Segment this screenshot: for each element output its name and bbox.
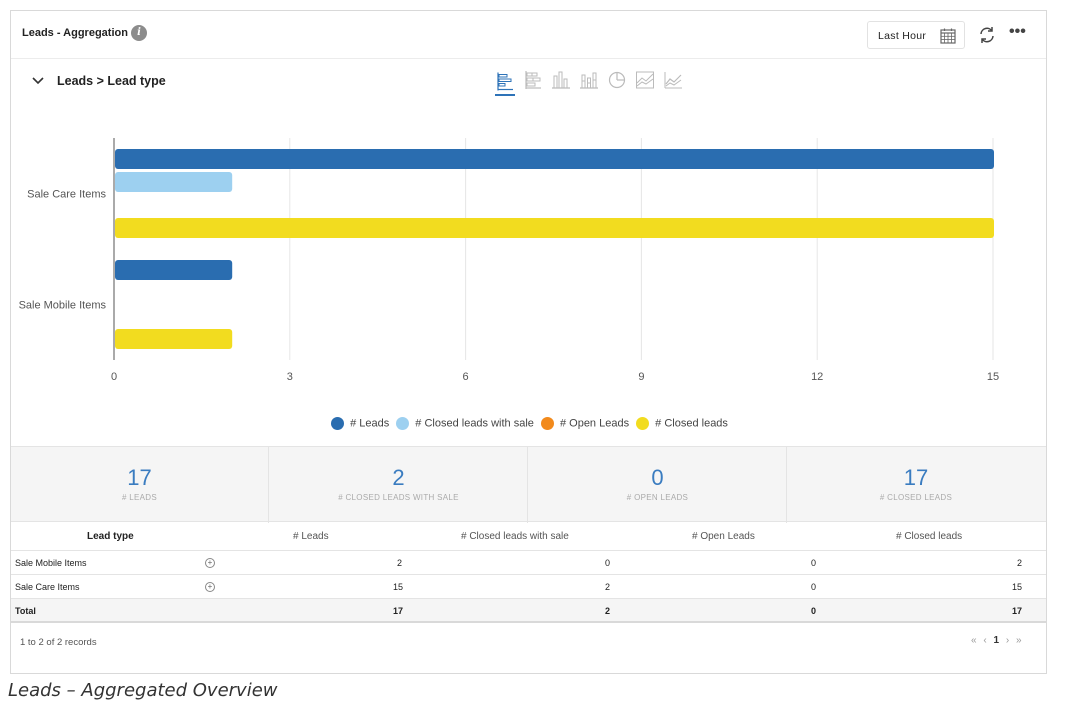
time-range-button[interactable]: Last Hour (867, 21, 965, 49)
x-tick-label: 12 (811, 371, 823, 383)
summary-strip: 17 # LEADS 2 # CLOSED LEADS WITH SALE 0 … (11, 446, 1046, 523)
summary-value: 17 (127, 465, 152, 490)
bar[interactable] (115, 218, 994, 238)
more-options-icon[interactable]: ••• (1009, 23, 1026, 40)
summary-card-leads: 17 # LEADS (11, 447, 269, 523)
category-label: Sale Care Items (27, 189, 106, 201)
summary-label: # CLOSED LEADS (879, 493, 953, 502)
record-count: 1 to 2 of 2 records (20, 637, 97, 648)
summary-label: # OPEN LEADS (626, 493, 689, 502)
table-row[interactable]: Sale Mobile Items + 2 0 0 2 (11, 551, 1046, 575)
legend-item-closed-leads-with-sale[interactable]: # Closed leads with sale (396, 417, 534, 430)
column-header-leads[interactable]: # Leads (293, 531, 329, 542)
stacked-vertical-bar-icon[interactable] (579, 69, 599, 91)
cell-lead-type: Sale Mobile Items (15, 558, 87, 568)
legend-dot (396, 417, 410, 430)
summary-label: # CLOSED LEADS WITH SALE (338, 493, 459, 502)
current-page[interactable]: 1 (993, 635, 1000, 646)
legend-dot (331, 417, 345, 430)
time-range-label: Last Hour (878, 30, 927, 42)
cell-open-leads: 0 (811, 582, 817, 592)
table-total-row: Total 17 2 0 17 (11, 599, 1046, 623)
cell-closed-leads: 2 (1017, 558, 1023, 568)
total-closed-leads: 17 (1012, 606, 1023, 616)
legend-item-open-leads[interactable]: # Open Leads (540, 417, 630, 430)
info-icon[interactable]: i (131, 25, 147, 41)
summary-card-closed-leads: 17 # CLOSED LEADS (787, 447, 1045, 523)
bar[interactable] (115, 329, 233, 349)
summary-card-open-leads: 0 # OPEN LEADS (529, 447, 787, 523)
x-tick-label: 0 (111, 371, 117, 383)
widget-title: Leads - Aggregation (22, 27, 128, 39)
summary-value: 0 (651, 465, 664, 490)
cell-closed-leads-with-sale: 0 (605, 558, 611, 568)
cell-closed-leads-with-sale: 2 (605, 582, 611, 592)
line-icon[interactable] (663, 69, 683, 91)
horizontal-bar-chart: 0 3 6 9 12 15 Sale Care Items Sale Mobile Items (19, 138, 999, 383)
prev-page-button[interactable]: ‹ (983, 635, 987, 646)
cell-leads: 15 (393, 582, 404, 592)
table-row[interactable]: Sale Care Items + 15 2 0 15 (11, 575, 1046, 599)
legend-dot (540, 417, 554, 430)
leads-aggregation-widget: Leads - Aggregation i Last Hour ••• (10, 10, 1047, 674)
legend-label: # Closed leads (655, 417, 728, 430)
expand-row-icon[interactable]: + (205, 582, 215, 592)
figure-caption: Leads – Aggregated Overview (8, 680, 278, 701)
summary-label: # LEADS (121, 493, 157, 502)
legend-label: # Open Leads (559, 417, 630, 430)
pie-icon[interactable] (607, 69, 627, 91)
pagination: « ‹ 1 › » (971, 635, 1041, 646)
cell-leads: 2 (397, 558, 403, 568)
breadcrumb: Leads > Lead type (57, 74, 166, 88)
bar[interactable] (115, 172, 233, 192)
calendar-icon (940, 28, 956, 44)
bar[interactable] (115, 260, 233, 280)
column-header-closed-leads-with-sale[interactable]: # Closed leads with sale (461, 531, 569, 542)
first-page-button[interactable]: « (971, 635, 977, 646)
chart-legend: # Leads # Closed leads with sale # Open … (11, 417, 1048, 435)
column-header-lead-type[interactable]: Lead type (87, 531, 134, 542)
legend-item-leads[interactable]: # Leads (331, 417, 389, 430)
column-header-open-leads[interactable]: # Open Leads (692, 531, 755, 542)
column-header-closed-leads[interactable]: # Closed leads (896, 531, 963, 542)
x-tick-label: 3 (287, 371, 293, 383)
area-icon[interactable] (635, 69, 655, 91)
next-page-button[interactable]: › (1005, 635, 1010, 646)
widget-header: Leads - Aggregation i Last Hour ••• (11, 11, 1046, 59)
legend-dot (636, 417, 650, 430)
horizontal-bar-icon[interactable] (495, 69, 515, 96)
x-tick-label: 6 (463, 371, 469, 383)
total-label: Total (15, 606, 36, 616)
total-leads: 17 (393, 606, 404, 616)
summary-card-closed-leads-with-sale: 2 # CLOSED LEADS WITH SALE (270, 447, 528, 523)
category-label: Sale Mobile Items (19, 300, 107, 312)
collapse-chevron-icon[interactable] (31, 75, 45, 87)
summary-value: 17 (903, 465, 929, 490)
vertical-bar-icon[interactable] (551, 69, 571, 91)
total-closed-leads-with-sale: 2 (605, 606, 611, 616)
legend-item-closed-leads[interactable]: # Closed leads (636, 417, 728, 430)
total-open-leads: 0 (811, 606, 817, 616)
chart-type-switcher (495, 69, 715, 99)
bar[interactable] (115, 149, 994, 169)
stacked-horizontal-bar-icon[interactable] (523, 69, 543, 91)
cell-open-leads: 0 (811, 558, 817, 568)
last-page-button[interactable]: » (1015, 635, 1022, 646)
x-tick-label: 15 (987, 371, 999, 383)
legend-label: # Leads (350, 417, 390, 430)
cell-lead-type: Sale Care Items (15, 582, 80, 592)
refresh-icon[interactable] (977, 25, 997, 45)
leads-table: Lead type # Leads # Closed leads with sa… (11, 522, 1046, 623)
summary-value: 2 (392, 465, 405, 490)
table-header: Lead type # Leads # Closed leads with sa… (11, 522, 1046, 551)
cell-closed-leads: 15 (1012, 582, 1023, 592)
expand-row-icon[interactable]: + (205, 558, 215, 568)
x-tick-label: 9 (638, 371, 644, 383)
legend-label: # Closed leads with sale (415, 417, 534, 430)
